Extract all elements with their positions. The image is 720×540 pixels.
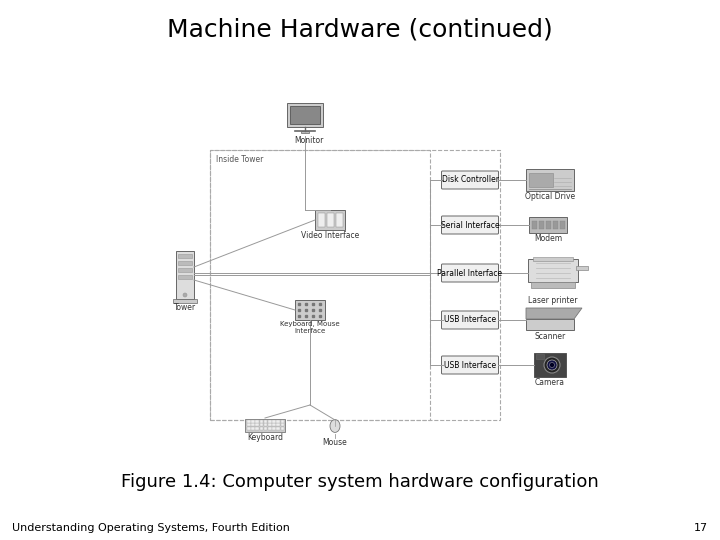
FancyBboxPatch shape (178, 261, 192, 265)
FancyBboxPatch shape (260, 420, 263, 422)
FancyBboxPatch shape (441, 311, 498, 329)
FancyBboxPatch shape (251, 423, 255, 426)
FancyBboxPatch shape (251, 427, 255, 429)
Text: Monitor: Monitor (294, 136, 324, 145)
Text: USB Interface: USB Interface (444, 315, 496, 325)
FancyBboxPatch shape (264, 423, 267, 426)
FancyBboxPatch shape (281, 427, 284, 429)
Text: Parallel Interface: Parallel Interface (438, 268, 503, 278)
FancyBboxPatch shape (178, 275, 192, 279)
Text: Laser printer: Laser printer (528, 296, 577, 305)
FancyBboxPatch shape (532, 221, 537, 229)
FancyBboxPatch shape (529, 217, 567, 233)
FancyBboxPatch shape (441, 216, 498, 234)
Polygon shape (526, 308, 582, 319)
FancyBboxPatch shape (178, 254, 192, 258)
FancyBboxPatch shape (260, 427, 263, 429)
Text: Modem: Modem (534, 234, 562, 243)
Text: Optical Drive: Optical Drive (525, 192, 575, 201)
FancyBboxPatch shape (534, 353, 566, 377)
FancyBboxPatch shape (441, 264, 498, 282)
FancyBboxPatch shape (576, 266, 588, 269)
FancyBboxPatch shape (318, 213, 325, 227)
Circle shape (547, 360, 557, 370)
Text: Keyboard: Keyboard (247, 433, 283, 442)
FancyBboxPatch shape (281, 420, 284, 422)
Text: Camera: Camera (535, 378, 565, 387)
FancyBboxPatch shape (268, 420, 271, 422)
FancyBboxPatch shape (315, 210, 345, 230)
Text: Serial Interface: Serial Interface (441, 220, 499, 230)
FancyBboxPatch shape (272, 420, 276, 422)
Text: Mouse: Mouse (323, 438, 347, 447)
FancyBboxPatch shape (256, 423, 259, 426)
Text: Machine Hardware (continued): Machine Hardware (continued) (167, 18, 553, 42)
Text: Figure 1.4: Computer system hardware configuration: Figure 1.4: Computer system hardware con… (121, 473, 599, 491)
Text: Scanner: Scanner (534, 332, 566, 341)
Circle shape (549, 362, 554, 368)
Text: Inside Tower: Inside Tower (216, 155, 264, 164)
Text: Understanding Operating Systems, Fourth Edition: Understanding Operating Systems, Fourth … (12, 523, 290, 533)
Text: USB Interface: USB Interface (444, 361, 496, 369)
FancyBboxPatch shape (531, 282, 575, 288)
FancyBboxPatch shape (276, 420, 280, 422)
FancyBboxPatch shape (272, 427, 276, 429)
FancyBboxPatch shape (553, 221, 558, 229)
FancyBboxPatch shape (441, 356, 498, 374)
FancyBboxPatch shape (272, 423, 276, 426)
Ellipse shape (330, 420, 340, 433)
FancyBboxPatch shape (264, 427, 267, 429)
FancyBboxPatch shape (336, 213, 343, 227)
FancyBboxPatch shape (276, 427, 280, 429)
FancyBboxPatch shape (536, 354, 544, 359)
FancyBboxPatch shape (247, 420, 251, 422)
FancyBboxPatch shape (295, 300, 325, 320)
Text: Tower: Tower (174, 303, 196, 312)
FancyBboxPatch shape (260, 423, 263, 426)
FancyBboxPatch shape (526, 319, 574, 330)
FancyBboxPatch shape (178, 268, 192, 272)
Text: Disk Controller: Disk Controller (441, 176, 498, 185)
FancyBboxPatch shape (247, 427, 251, 429)
FancyBboxPatch shape (526, 169, 574, 191)
FancyBboxPatch shape (539, 221, 544, 229)
FancyBboxPatch shape (173, 299, 197, 303)
FancyBboxPatch shape (264, 420, 267, 422)
FancyBboxPatch shape (251, 420, 255, 422)
Text: 17: 17 (694, 523, 708, 533)
FancyBboxPatch shape (176, 251, 194, 299)
Circle shape (544, 357, 560, 373)
FancyBboxPatch shape (560, 221, 565, 229)
FancyBboxPatch shape (533, 257, 573, 261)
FancyBboxPatch shape (290, 106, 320, 124)
FancyBboxPatch shape (268, 427, 271, 429)
Circle shape (183, 293, 187, 297)
FancyBboxPatch shape (276, 423, 280, 426)
FancyBboxPatch shape (441, 171, 498, 189)
FancyBboxPatch shape (256, 427, 259, 429)
FancyBboxPatch shape (528, 259, 578, 282)
FancyBboxPatch shape (287, 103, 323, 127)
FancyBboxPatch shape (327, 213, 334, 227)
Text: Video Interface: Video Interface (301, 231, 359, 240)
FancyBboxPatch shape (281, 423, 284, 426)
FancyBboxPatch shape (247, 423, 251, 426)
Text: Keyboard, Mouse
Interface: Keyboard, Mouse Interface (280, 321, 340, 334)
FancyBboxPatch shape (268, 423, 271, 426)
FancyBboxPatch shape (546, 221, 551, 229)
FancyBboxPatch shape (529, 173, 553, 187)
FancyBboxPatch shape (301, 131, 309, 133)
FancyBboxPatch shape (245, 418, 285, 431)
FancyBboxPatch shape (256, 420, 259, 422)
